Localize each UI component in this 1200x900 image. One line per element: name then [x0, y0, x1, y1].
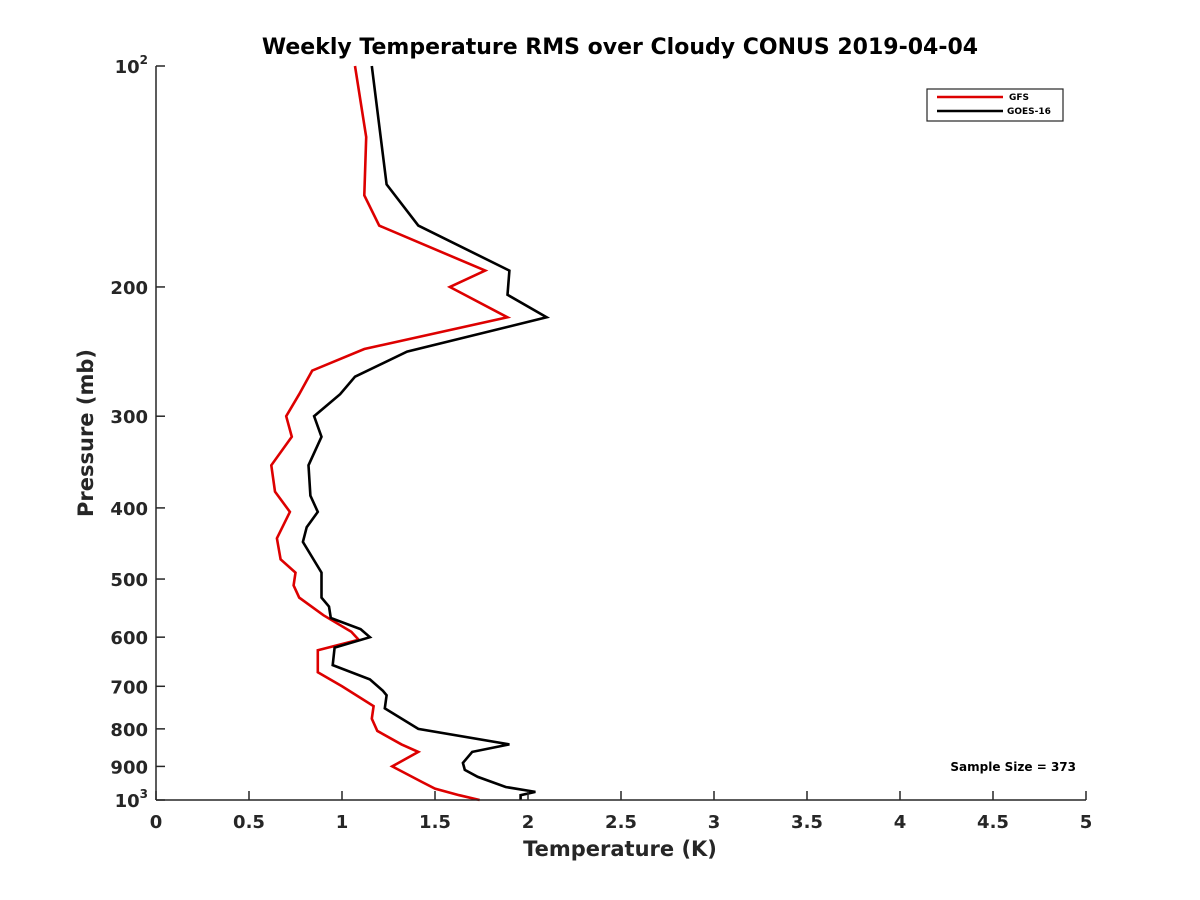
- y-tick-label-base: 10: [115, 57, 140, 78]
- series-line-goes16: [301, 65, 551, 800]
- x-tick-label: 3: [708, 812, 721, 833]
- y-tick-label-base: 200: [110, 278, 148, 299]
- y-tick-label-base: 700: [110, 677, 148, 698]
- sample-size-annotation: Sample Size = 373: [950, 760, 1076, 774]
- legend-label-gfs: GFS: [1009, 93, 1029, 103]
- y-tick-label: 400: [110, 499, 148, 520]
- chart-title: Weekly Temperature RMS over Cloudy CONUS…: [262, 35, 978, 60]
- x-axis-label: Temperature (K): [523, 837, 717, 861]
- legend: GFS GOES-16: [926, 88, 1064, 122]
- y-tick-label: 800: [110, 720, 148, 741]
- y-tick-label-base: 400: [110, 499, 148, 520]
- x-tick-label: 0: [150, 812, 163, 833]
- y-tick-label-exponent: 2: [140, 53, 148, 67]
- y-tick-label-base: 900: [110, 757, 148, 778]
- y-tick-label-base: 10: [115, 791, 140, 812]
- x-tick-label: 5: [1080, 812, 1093, 833]
- y-tick-label-base: 800: [110, 720, 148, 741]
- x-ticks: 0 0.5 1 1.5 2 2.5 3 3.5 4 4.5 5: [150, 791, 1093, 833]
- y-tick-label: 102: [115, 53, 148, 78]
- x-tick-label: 1.5: [419, 812, 451, 833]
- x-tick-label: 4: [894, 812, 907, 833]
- y-tick-label: 200: [110, 278, 148, 299]
- y-axis-label: Pressure (mb): [74, 349, 98, 517]
- y-tick-label: 600: [110, 628, 148, 649]
- y-tick-label-base: 300: [110, 407, 148, 428]
- y-tick-label-base: 600: [110, 628, 148, 649]
- series-layer: [269, 65, 551, 802]
- x-tick-label: 2: [522, 812, 535, 833]
- y-tick-label: 700: [110, 677, 148, 698]
- x-tick-label: 1: [336, 812, 349, 833]
- y-tick-label: 500: [110, 570, 148, 591]
- y-tick-label: 103: [115, 787, 148, 812]
- x-tick-label: 2.5: [605, 812, 637, 833]
- x-tick-label: 4.5: [977, 812, 1009, 833]
- x-tick-label: 0.5: [233, 812, 265, 833]
- y-tick-label-exponent: 3: [140, 787, 148, 801]
- x-tick-label: 3.5: [791, 812, 823, 833]
- y-tick-label-base: 500: [110, 570, 148, 591]
- plot-area: 0 0.5 1 1.5 2 2.5 3 3.5 4 4.5 5 102200300400500600…: [110, 53, 1092, 833]
- y-tick-label: 900: [110, 757, 148, 778]
- legend-label-goes16: GOES-16: [1007, 107, 1051, 117]
- series-line-gfs: [269, 65, 512, 802]
- legend-box: [926, 88, 1064, 122]
- y-tick-label: 300: [110, 407, 148, 428]
